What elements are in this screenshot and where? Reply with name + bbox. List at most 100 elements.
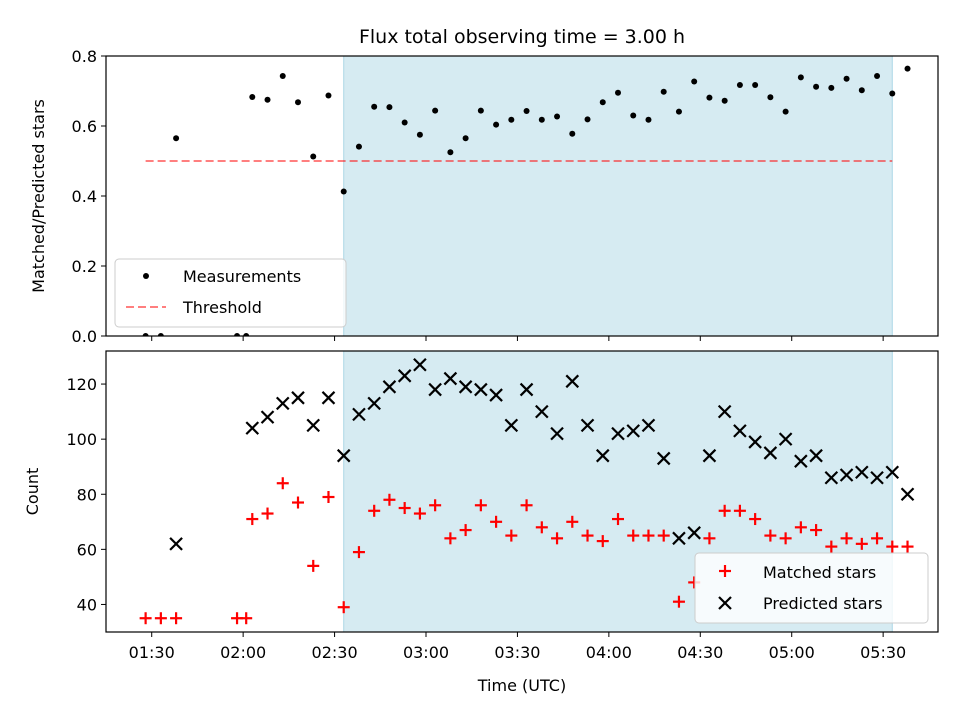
- measurement-point: [279, 72, 286, 79]
- predicted-star-point-stroke-b: [275, 396, 290, 411]
- xtick-label: 01:30: [129, 643, 175, 662]
- predicted-star-point: [443, 371, 458, 386]
- predicted-star-point-stroke-b: [489, 388, 503, 402]
- matched-star-point: [749, 513, 762, 526]
- predicted-star-point-stroke-b: [291, 391, 305, 405]
- predicted-star-point-stroke-b: [855, 465, 869, 479]
- matched-star-point: [444, 532, 457, 545]
- bottom-legend: Matched stars Predicted stars: [694, 552, 929, 624]
- predicted-star-point-stroke-b: [778, 432, 793, 446]
- predicted-star-point: [641, 418, 656, 433]
- measurement-point: [660, 88, 667, 95]
- xtick-label: 02:30: [312, 643, 358, 662]
- measurement-point: [416, 131, 423, 138]
- predicted-star-point: [535, 404, 549, 419]
- legend-measurements-label: Measurements: [183, 267, 301, 286]
- top-ytick-label: 0.0: [72, 327, 97, 346]
- legend-predicted-marker-stroke-b: [718, 596, 732, 610]
- predicted-star-point: [291, 391, 305, 405]
- measurement-point: [432, 107, 439, 114]
- measurement-point: [462, 135, 469, 142]
- measurement-point: [523, 107, 530, 114]
- predicted-star-point: [885, 465, 900, 479]
- measurement-point: [243, 333, 250, 336]
- matched-star-point: [551, 532, 564, 545]
- matched-star-point: [383, 493, 396, 506]
- matched-star-point: [261, 507, 274, 520]
- measurement-point: [721, 97, 728, 104]
- matched-star-point: [307, 559, 320, 572]
- measurement-point: [889, 90, 896, 97]
- predicted-star-point: [428, 382, 442, 397]
- bottom-legend-box: [694, 552, 929, 624]
- predicted-star-point: [778, 432, 793, 446]
- predicted-star-point: [306, 418, 321, 433]
- matched-star-point: [276, 477, 289, 490]
- predicted-star-point: [458, 380, 473, 394]
- top-ytick-label: 0.8: [72, 47, 97, 66]
- predicted-star-point-stroke-b: [367, 396, 381, 411]
- top-frame: [105, 55, 939, 337]
- predicted-star-point-stroke-b: [672, 531, 686, 546]
- predicted-star-point-stroke-b: [763, 446, 778, 460]
- xtick-label: 05:30: [860, 643, 906, 662]
- xtick-label: 03:30: [494, 643, 540, 662]
- predicted-star-point-stroke-b: [580, 418, 595, 433]
- predicted-star-point-stroke-b: [413, 357, 427, 372]
- matched-star-point: [825, 540, 838, 553]
- predicted-star-point-stroke-b: [595, 448, 610, 463]
- predicted-star-point: [245, 421, 260, 435]
- measurement-point: [371, 103, 378, 110]
- matched-star-point: [566, 515, 579, 528]
- chart-title: Flux total observing time = 3.00 h: [359, 26, 685, 48]
- predicted-star-point: [900, 487, 915, 502]
- predicted-star-point: [489, 388, 503, 402]
- predicted-star-point-stroke-b: [519, 382, 534, 397]
- measurement-point: [264, 96, 271, 103]
- bottom-panel: 40 60 80 100 120 01:30 02:00 02:30 03:00 03:30 04:…: [23, 350, 939, 695]
- matched-star-point: [672, 595, 685, 608]
- predicted-star-point: [870, 470, 884, 485]
- predicted-star-point-stroke-b: [733, 424, 747, 438]
- predicted-star-point: [550, 426, 564, 441]
- predicted-star-point-stroke-b: [306, 418, 321, 433]
- top-legend-box: [114, 258, 347, 328]
- matched-star-point: [246, 513, 259, 526]
- matched-star-point: [429, 499, 442, 512]
- bottom-ytick-label: 100: [66, 430, 97, 449]
- predicted-star-point: [611, 426, 625, 441]
- predicted-star-point-stroke-b: [443, 371, 458, 386]
- matched-star-point: [810, 524, 823, 537]
- bottom-ytick-label: 60: [77, 540, 97, 559]
- predicted-star-point-stroke-b: [839, 468, 854, 482]
- measurement-point: [843, 75, 850, 82]
- predicted-star-point: [519, 382, 534, 397]
- matched-star-point: [490, 515, 503, 528]
- measurement-point: [310, 153, 317, 160]
- matched-star-point: [764, 529, 777, 542]
- matched-star-point: [840, 532, 853, 545]
- measurement-point: [508, 116, 515, 123]
- matched-star-point: [368, 504, 381, 517]
- measurement-point: [493, 121, 500, 128]
- matched-star-point: [505, 529, 518, 542]
- legend-predicted-label: Predicted stars: [763, 594, 883, 613]
- measurement-point: [874, 72, 881, 79]
- predicted-star-point-stroke-b: [321, 391, 336, 405]
- predicted-star-point-stroke-b: [748, 435, 762, 449]
- predicted-star-point: [656, 451, 671, 466]
- measurement-point: [752, 82, 759, 89]
- matched-star-point: [794, 521, 807, 534]
- measurement-point: [630, 112, 637, 119]
- predicted-star-point: [504, 418, 519, 433]
- measurement-point: [615, 89, 621, 96]
- top-observing-span: [343, 55, 893, 337]
- predicted-star-point-stroke-b: [504, 418, 519, 433]
- bottom-ytick-label: 80: [77, 485, 97, 504]
- measurement-point: [782, 108, 789, 115]
- predicted-star-point: [839, 468, 854, 482]
- bottom-ylabel: Count: [23, 468, 42, 516]
- x-axis-label: Time (UTC): [477, 676, 566, 695]
- matched-star-point: [901, 540, 914, 553]
- top-ytick-label: 0.6: [72, 117, 97, 136]
